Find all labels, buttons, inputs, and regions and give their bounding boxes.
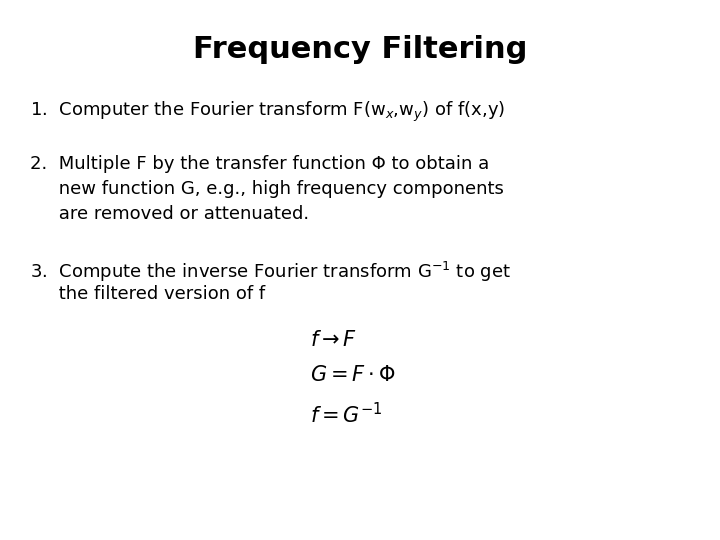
Text: $G = F \cdot \Phi$: $G = F \cdot \Phi$ <box>310 365 396 385</box>
Text: Frequency Filtering: Frequency Filtering <box>193 35 527 64</box>
Text: 2.  Multiple F by the transfer function Φ to obtain a: 2. Multiple F by the transfer function Φ… <box>30 155 490 173</box>
Text: 3.  Compute the inverse Fourier transform G$^{-1}$ to get: 3. Compute the inverse Fourier transform… <box>30 260 511 284</box>
Text: $f = G^{-1}$: $f = G^{-1}$ <box>310 402 383 427</box>
Text: the filtered version of f: the filtered version of f <box>30 285 265 303</box>
Text: new function G, e.g., high frequency components: new function G, e.g., high frequency com… <box>30 180 504 198</box>
Text: $f \rightarrow F$: $f \rightarrow F$ <box>310 330 357 350</box>
Text: 1.  Computer the Fourier transform F(w$_x$,w$_y$) of f(x,y): 1. Computer the Fourier transform F(w$_x… <box>30 100 505 124</box>
Text: are removed or attenuated.: are removed or attenuated. <box>30 205 309 223</box>
